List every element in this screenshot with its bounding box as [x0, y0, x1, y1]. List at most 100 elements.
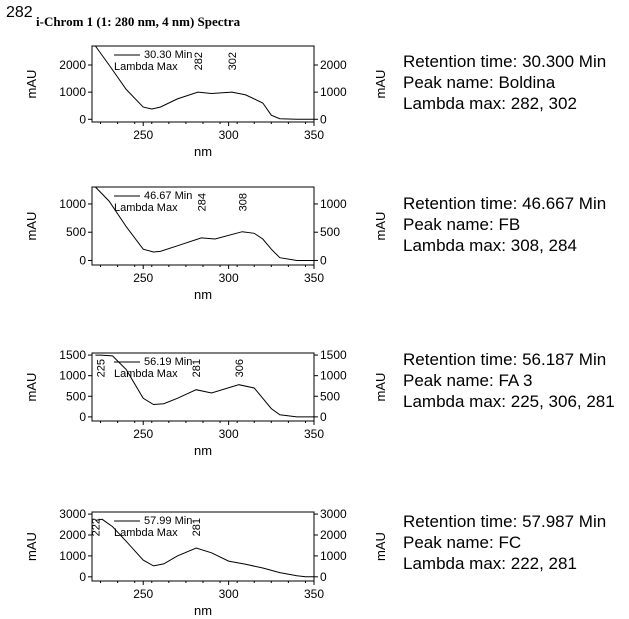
peak-info-2: Retention time: 56.187 Min Peak name: FA… — [403, 349, 615, 412]
y-axis-label-left: mAU — [24, 532, 39, 561]
spectrum-line — [95, 186, 314, 261]
y-tick-label-left: 1000 — [59, 369, 86, 383]
x-axis-label: nm — [194, 443, 212, 458]
legend-lambda-label: Lambda Max — [114, 61, 178, 73]
y-tick-label-left: 0 — [79, 253, 86, 267]
peak-info-1: Retention time: 46.667 Min Peak name: FB… — [403, 193, 606, 256]
y-tick-label-right: 0 — [320, 253, 327, 267]
y-axis-label-left: mAU — [24, 70, 39, 99]
spectrum-line — [95, 354, 314, 418]
y-axis-label-left: mAU — [24, 212, 39, 241]
spectrum-line — [94, 45, 314, 120]
peak-label: 222 — [90, 518, 102, 536]
spectrum-chart-3: 0 0 1000 1000 2000 2000 3000 3000 250 300 350 nm mAU… — [24, 507, 388, 618]
lambda-max-label: Lambda max: — [403, 236, 506, 255]
y-tick-label-left: 0 — [79, 410, 86, 424]
x-tick-label: 250 — [133, 427, 153, 441]
spectrum-chart-0: 0 0 1000 1000 2000 2000 250 300 350 nm mAU mAU 30.30… — [24, 45, 388, 159]
y-tick-label-left: 2000 — [59, 58, 86, 72]
x-tick-label: 300 — [219, 427, 239, 441]
x-axis-label: nm — [194, 287, 212, 302]
x-tick-label: 350 — [304, 128, 324, 142]
retention-value: 30.300 Min — [522, 52, 607, 71]
peak-label: 284 — [196, 193, 208, 211]
y-tick-label-left: 1000 — [59, 549, 86, 563]
y-axis-label-right: mAU — [373, 532, 388, 561]
x-axis-label: nm — [194, 144, 212, 159]
peak-label: 225 — [96, 359, 108, 377]
legend-retention-label: 30.30 Min — [144, 49, 192, 61]
peak-label: 281 — [191, 518, 203, 536]
y-axis-label-right: mAU — [373, 373, 388, 402]
peak-label: 281 — [191, 359, 203, 377]
retention-label: Retention time: — [403, 512, 518, 531]
y-tick-label-right: 2000 — [320, 528, 347, 542]
retention-label: Retention time: — [403, 194, 518, 213]
page-number: 282 — [6, 4, 33, 21]
lambda-max-label: Lambda max: — [403, 554, 506, 573]
page-title: i-Chrom 1 (1: 280 nm, 4 nm) Spectra — [36, 14, 241, 29]
legend-retention-label: 46.67 Min — [144, 190, 192, 202]
peak-name-label: Peak name: — [403, 533, 494, 552]
y-tick-label-right: 1500 — [320, 348, 347, 362]
legend-lambda-label: Lambda Max — [114, 527, 178, 539]
y-tick-label-right: 500 — [320, 389, 340, 403]
x-axis-label: nm — [194, 603, 212, 618]
x-tick-label: 300 — [219, 128, 239, 142]
x-tick-label: 350 — [304, 427, 324, 441]
spectrum-line — [95, 518, 314, 578]
lambda-max-value: 225, 306, 281 — [510, 392, 615, 411]
peak-name-label: Peak name: — [403, 215, 494, 234]
y-tick-label-left: 0 — [79, 570, 86, 584]
peak-info-0: Retention time: 30.300 Min Peak name: Bo… — [403, 51, 606, 114]
peak-name-value: Boldina — [498, 73, 556, 92]
y-tick-label-left: 500 — [66, 389, 86, 403]
y-tick-label-right: 1000 — [320, 369, 347, 383]
spectrum-chart-1: 0 0 500 500 1000 1000 250 300 350 nm mAU mAU 46.67 M… — [24, 186, 388, 302]
x-tick-label: 250 — [133, 587, 153, 601]
y-tick-label-right: 3000 — [320, 507, 347, 521]
retention-label: Retention time: — [403, 52, 518, 71]
peak-label: 306 — [234, 359, 246, 377]
peak-label: 282 — [193, 52, 205, 70]
retention-value: 57.987 Min — [522, 512, 607, 531]
legend-lambda-label: Lambda Max — [114, 202, 178, 214]
y-tick-label-left: 0 — [79, 112, 86, 126]
retention-value: 56.187 Min — [522, 350, 607, 369]
peak-name-value: FB — [498, 215, 521, 234]
y-tick-label-right: 2000 — [320, 58, 347, 72]
y-tick-label-left: 2000 — [59, 528, 86, 542]
y-axis-label-left: mAU — [24, 373, 39, 402]
x-tick-label: 350 — [304, 587, 324, 601]
x-tick-label: 300 — [219, 271, 239, 285]
y-tick-label-left: 3000 — [59, 507, 86, 521]
legend-lambda-label: Lambda Max — [114, 368, 178, 380]
y-tick-label-right: 500 — [320, 225, 340, 239]
peak-name-value: FA 3 — [498, 371, 533, 390]
lambda-max-label: Lambda max: — [403, 392, 506, 411]
retention-value: 46.667 Min — [522, 194, 607, 213]
y-axis-label-right: mAU — [373, 70, 388, 99]
y-tick-label-right: 1000 — [320, 85, 347, 99]
peak-label: 308 — [237, 193, 249, 211]
lambda-max-value: 282, 302 — [510, 94, 577, 113]
peak-label: 302 — [227, 52, 239, 70]
y-tick-label-right: 0 — [320, 112, 327, 126]
retention-label: Retention time: — [403, 350, 518, 369]
y-tick-label-left: 1500 — [59, 348, 86, 362]
y-tick-label-right: 0 — [320, 410, 327, 424]
y-tick-label-right: 0 — [320, 570, 327, 584]
y-tick-label-left: 1000 — [59, 85, 86, 99]
x-tick-label: 250 — [133, 271, 153, 285]
peak-name-label: Peak name: — [403, 371, 494, 390]
y-tick-label-right: 1000 — [320, 549, 347, 563]
legend-retention-label: 57.99 Min — [144, 515, 192, 527]
y-axis-label-right: mAU — [373, 212, 388, 241]
peak-info-3: Retention time: 57.987 Min Peak name: FC… — [403, 511, 606, 574]
x-tick-label: 300 — [219, 587, 239, 601]
x-tick-label: 350 — [304, 271, 324, 285]
legend-retention-label: 56.19 Min — [144, 356, 192, 368]
lambda-max-value: 308, 284 — [510, 236, 577, 255]
lambda-max-value: 222, 281 — [510, 554, 577, 573]
